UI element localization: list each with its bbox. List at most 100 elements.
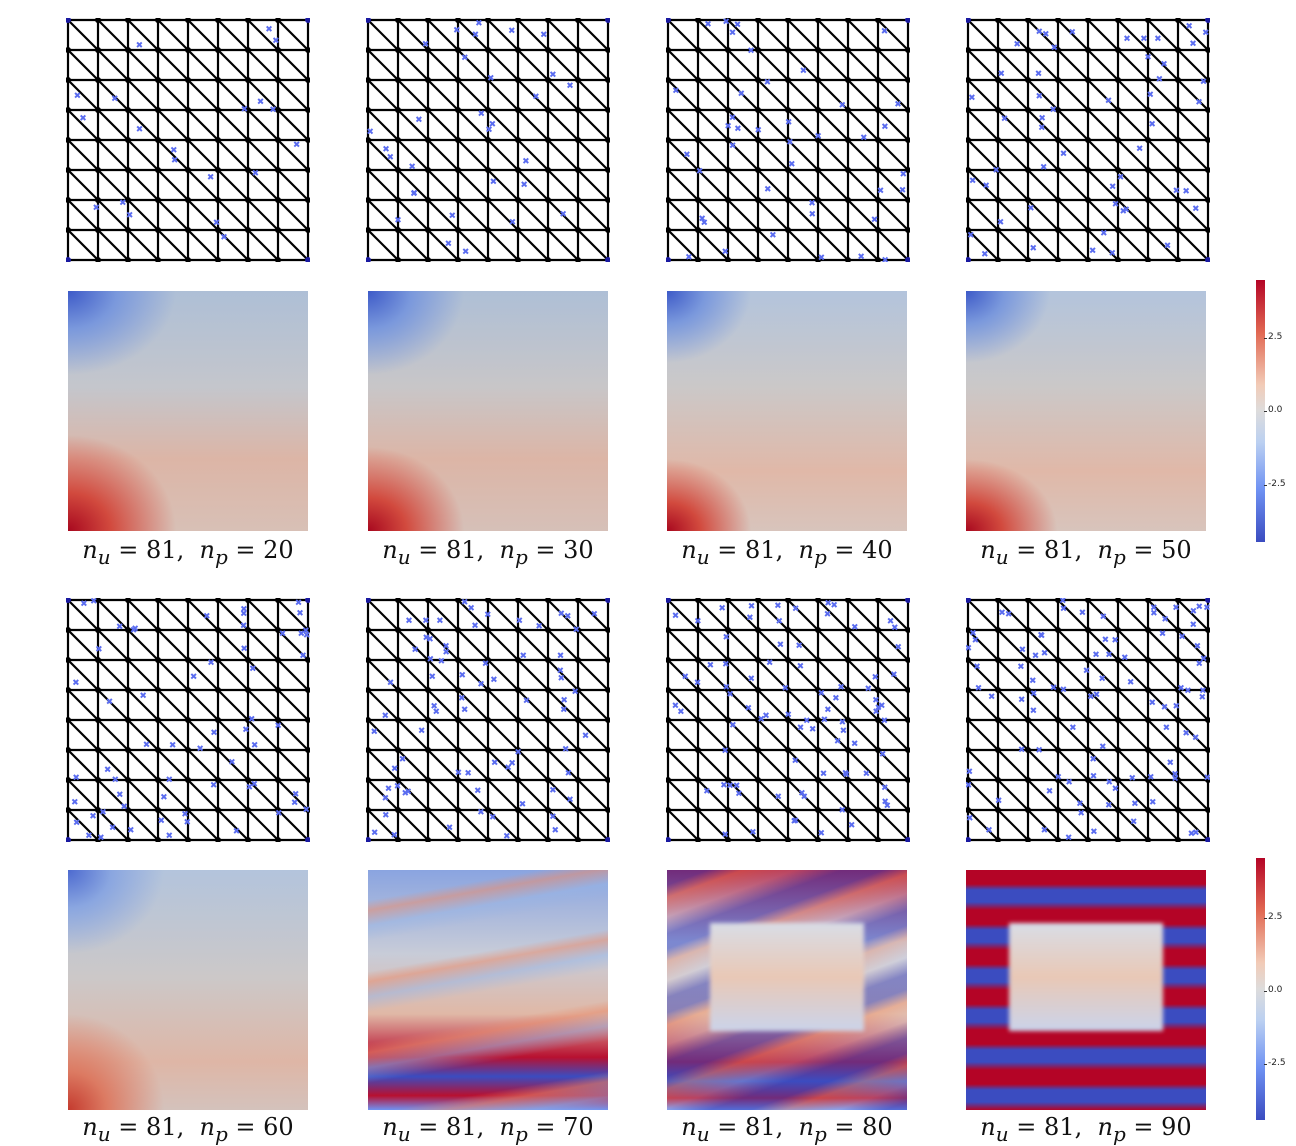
mesh-node: [515, 807, 521, 813]
mesh-node: [905, 687, 910, 693]
mesh-node: [66, 167, 71, 173]
pressure-dof-marker: ✖: [821, 715, 829, 725]
mesh-node: [185, 167, 191, 173]
mesh-node: [425, 18, 431, 23]
pressure-dof-marker: ✖: [1192, 204, 1200, 214]
mesh-node: [515, 837, 521, 842]
mesh-node: [995, 657, 1001, 663]
pressure-dof-marker: ✖: [292, 790, 300, 800]
pressure-dof-marker: ✖: [1173, 702, 1181, 712]
pressure-dof-marker: ✖: [860, 133, 868, 143]
pressure-dof-marker: ✖: [1087, 692, 1095, 702]
mesh-node: [1085, 137, 1091, 143]
mesh-node: [1025, 807, 1031, 813]
mesh-node: [155, 598, 161, 603]
pressure-dof-marker: ✖: [455, 769, 463, 779]
mesh-node: [1145, 107, 1151, 113]
mesh-node: [395, 747, 401, 753]
pressure-dof-marker: ✖: [774, 792, 782, 802]
mesh-node: [875, 747, 881, 753]
pressure-dof-marker: ✖: [1203, 604, 1210, 614]
mesh-node: [695, 18, 701, 23]
colorbar-top: [1256, 280, 1265, 542]
mesh-node: [905, 107, 910, 113]
mesh-node: [95, 807, 101, 813]
pressure-dof-marker: ✖: [490, 676, 498, 686]
mesh-node: [875, 627, 881, 633]
mesh-node: [785, 598, 791, 603]
mesh-node: [1175, 18, 1181, 23]
pressure-dof-marker: ✖: [1112, 200, 1120, 210]
pressure-dof-marker: ✖: [366, 127, 374, 137]
pressure-dof-marker: ✖: [973, 663, 981, 673]
mesh-node: [425, 807, 431, 813]
mesh-node: [905, 77, 910, 83]
mesh-node: [245, 777, 251, 783]
mesh-node: [815, 837, 821, 842]
pressure-dof-marker: ✖: [672, 611, 680, 621]
mesh-node: [455, 227, 461, 233]
pressure-dof-marker: ✖: [830, 601, 838, 611]
pressure-dof-marker: ✖: [251, 741, 259, 751]
mesh-node: [815, 197, 821, 203]
pressure-dof-marker: ✖: [1136, 144, 1144, 154]
pressure-dof-marker: ✖: [557, 652, 565, 662]
mesh-node: [95, 747, 101, 753]
mesh-node: [755, 197, 761, 203]
pressure-dof-marker: ✖: [1127, 678, 1135, 688]
mesh-node: [366, 47, 371, 53]
mesh-node: [215, 687, 221, 693]
pressure-dof-marker: ✖: [582, 732, 590, 742]
mesh-node: [1085, 107, 1091, 113]
mesh-node: [845, 47, 851, 53]
mesh-node: [815, 107, 821, 113]
pressure-dof-marker: ✖: [111, 775, 119, 785]
mesh-node: [185, 107, 191, 113]
mesh-node: [455, 107, 461, 113]
pressure-dof-marker: ✖: [981, 250, 989, 260]
mesh-node: [215, 837, 221, 842]
pressure-dof-marker: ✖: [461, 706, 469, 716]
pressure-dof-marker: ✖: [1051, 43, 1059, 53]
mesh-node: [995, 717, 1001, 723]
pressure-dof-marker: ✖: [519, 800, 527, 810]
mesh-node: [185, 197, 191, 203]
mesh-node: [666, 837, 671, 842]
pressure-dof-marker: ✖: [382, 794, 390, 804]
pressure-dof-marker: ✖: [269, 106, 277, 116]
mesh-node: [125, 47, 131, 53]
mesh-node: [215, 167, 221, 173]
pressure-field-6: [368, 870, 608, 1110]
mesh-node: [485, 77, 491, 83]
pressure-dof-marker: ✖: [422, 617, 430, 627]
mesh-node: [1145, 627, 1151, 633]
pressure-dof-marker: ✖: [881, 122, 889, 132]
mesh-node: [875, 137, 881, 143]
pressure-dof-marker: ✖: [391, 831, 399, 841]
pressure-dof-marker: ✖: [1189, 40, 1197, 50]
mesh-node: [245, 837, 251, 842]
mesh-node: [215, 747, 221, 753]
pressure-dof-marker: ✖: [966, 814, 974, 824]
mesh-node: [995, 687, 1001, 693]
mesh-node: [155, 197, 161, 203]
mesh-node: [455, 167, 461, 173]
mesh-node: [995, 197, 1001, 203]
mesh-node: [485, 837, 491, 842]
mesh-node: [245, 717, 251, 723]
mesh-node: [245, 598, 251, 603]
mesh-node: [875, 837, 881, 842]
mesh-node: [785, 257, 791, 262]
mesh-node: [485, 627, 491, 633]
pressure-dof-marker: ✖: [1161, 615, 1169, 625]
mesh-node: [366, 837, 371, 842]
mesh-node: [1205, 227, 1210, 233]
pressure-dof-marker: ✖: [1069, 724, 1077, 734]
pressure-dof-marker: ✖: [1038, 114, 1046, 124]
mesh-node: [1085, 197, 1091, 203]
mesh-node: [125, 167, 131, 173]
mesh-node: [666, 687, 671, 693]
caption-5: nu = 81, np = 60: [82, 1113, 294, 1146]
pressure-dof-marker: ✖: [213, 218, 221, 228]
mesh-node: [425, 777, 431, 783]
